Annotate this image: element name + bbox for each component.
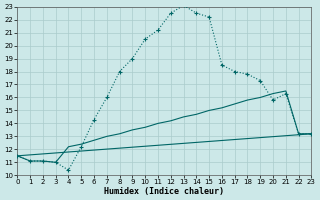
X-axis label: Humidex (Indice chaleur): Humidex (Indice chaleur) — [104, 187, 224, 196]
